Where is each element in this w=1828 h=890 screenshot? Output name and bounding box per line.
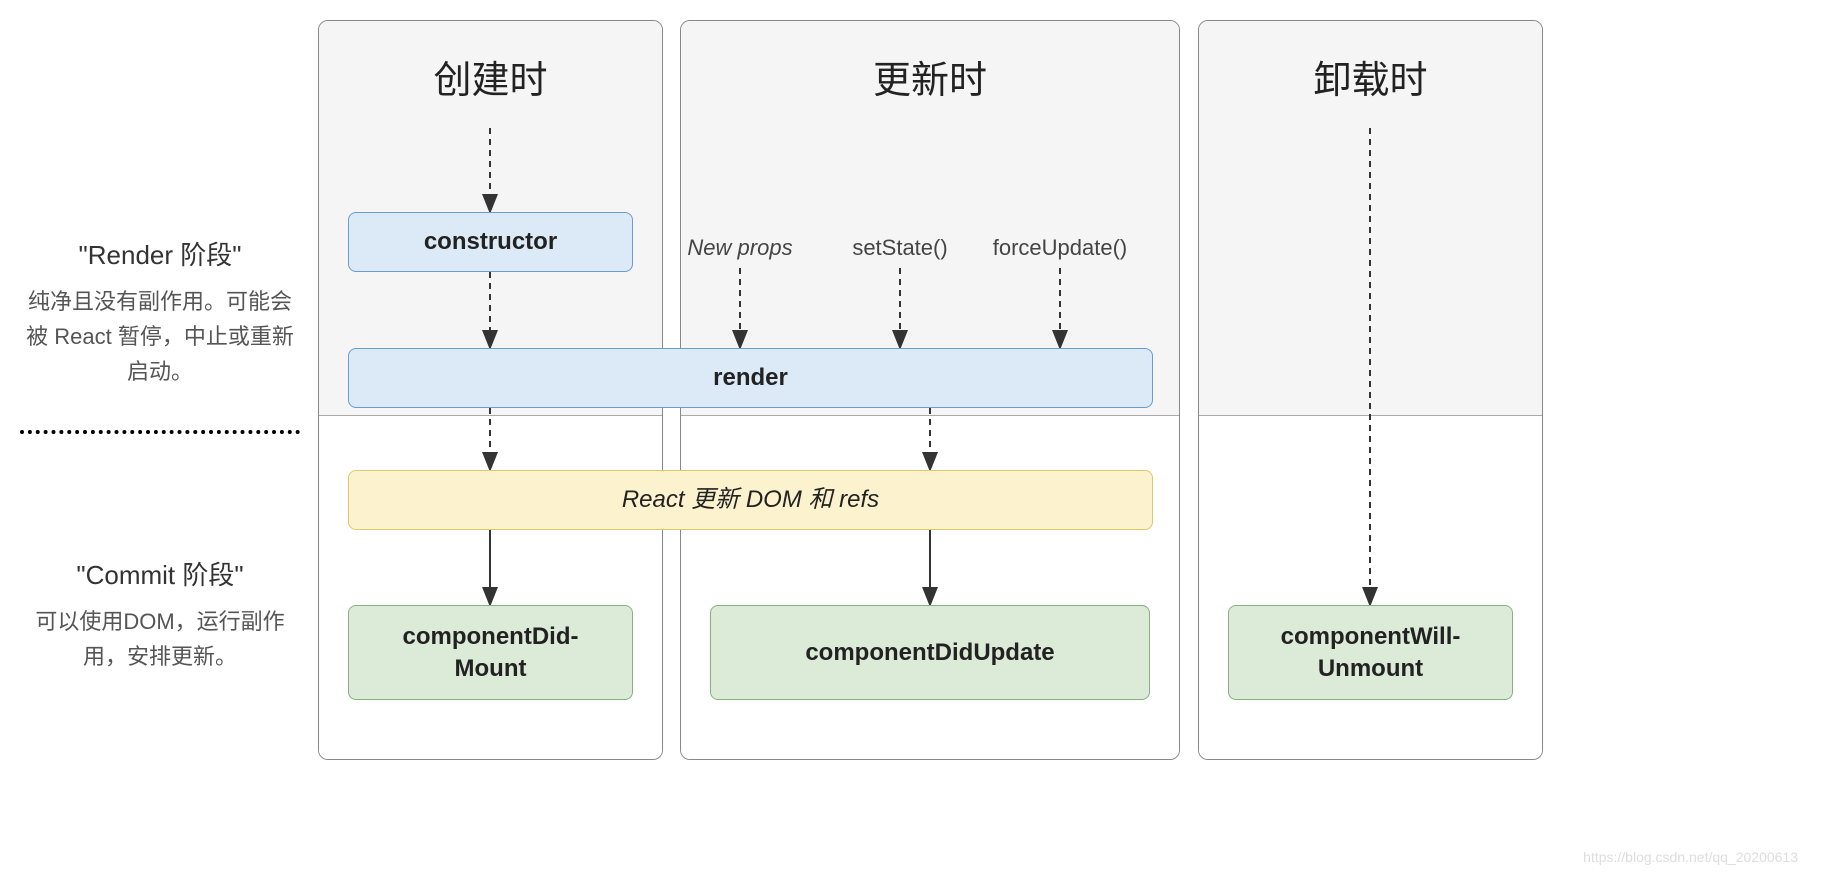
react-updates-box: React 更新 DOM 和 refs (348, 470, 1153, 530)
phase-separator (20, 430, 300, 434)
component-will-unmount-box: componentWill-Unmount (1228, 605, 1513, 700)
component-did-update-box: componentDidUpdate (710, 605, 1150, 700)
trigger-set-state: setState() (825, 235, 975, 261)
render-phase-label: "Render 阶段" 纯净且没有副作用。可能会被 React 暂停，中止或重新… (20, 235, 300, 390)
trigger-new-props: New props (665, 235, 815, 261)
lifecycle-diagram: "Render 阶段" 纯净且没有副作用。可能会被 React 暂停，中止或重新… (20, 20, 1808, 870)
trigger-force-update: forceUpdate() (985, 235, 1135, 261)
render-phase-desc: 纯净且没有副作用。可能会被 React 暂停，中止或重新启动。 (20, 284, 300, 390)
commit-phase-title: "Commit 阶段" (20, 555, 300, 592)
watermark: https://blog.csdn.net/qq_20200613 (1583, 849, 1798, 865)
commit-zone (319, 416, 662, 759)
render-box: render (348, 348, 1153, 408)
component-did-mount-box: componentDid-Mount (348, 605, 633, 700)
commit-zone (1199, 416, 1542, 759)
mounting-title: 创建时 (319, 49, 662, 104)
updating-title: 更新时 (681, 49, 1179, 104)
render-phase-title: "Render 阶段" (20, 235, 300, 272)
unmounting-title: 卸载时 (1199, 49, 1542, 104)
commit-phase-label: "Commit 阶段" 可以使用DOM，运行副作用，安排更新。 (20, 555, 300, 674)
constructor-box: constructor (348, 212, 633, 272)
commit-zone (681, 416, 1179, 759)
commit-phase-desc: 可以使用DOM，运行副作用，安排更新。 (20, 604, 300, 674)
